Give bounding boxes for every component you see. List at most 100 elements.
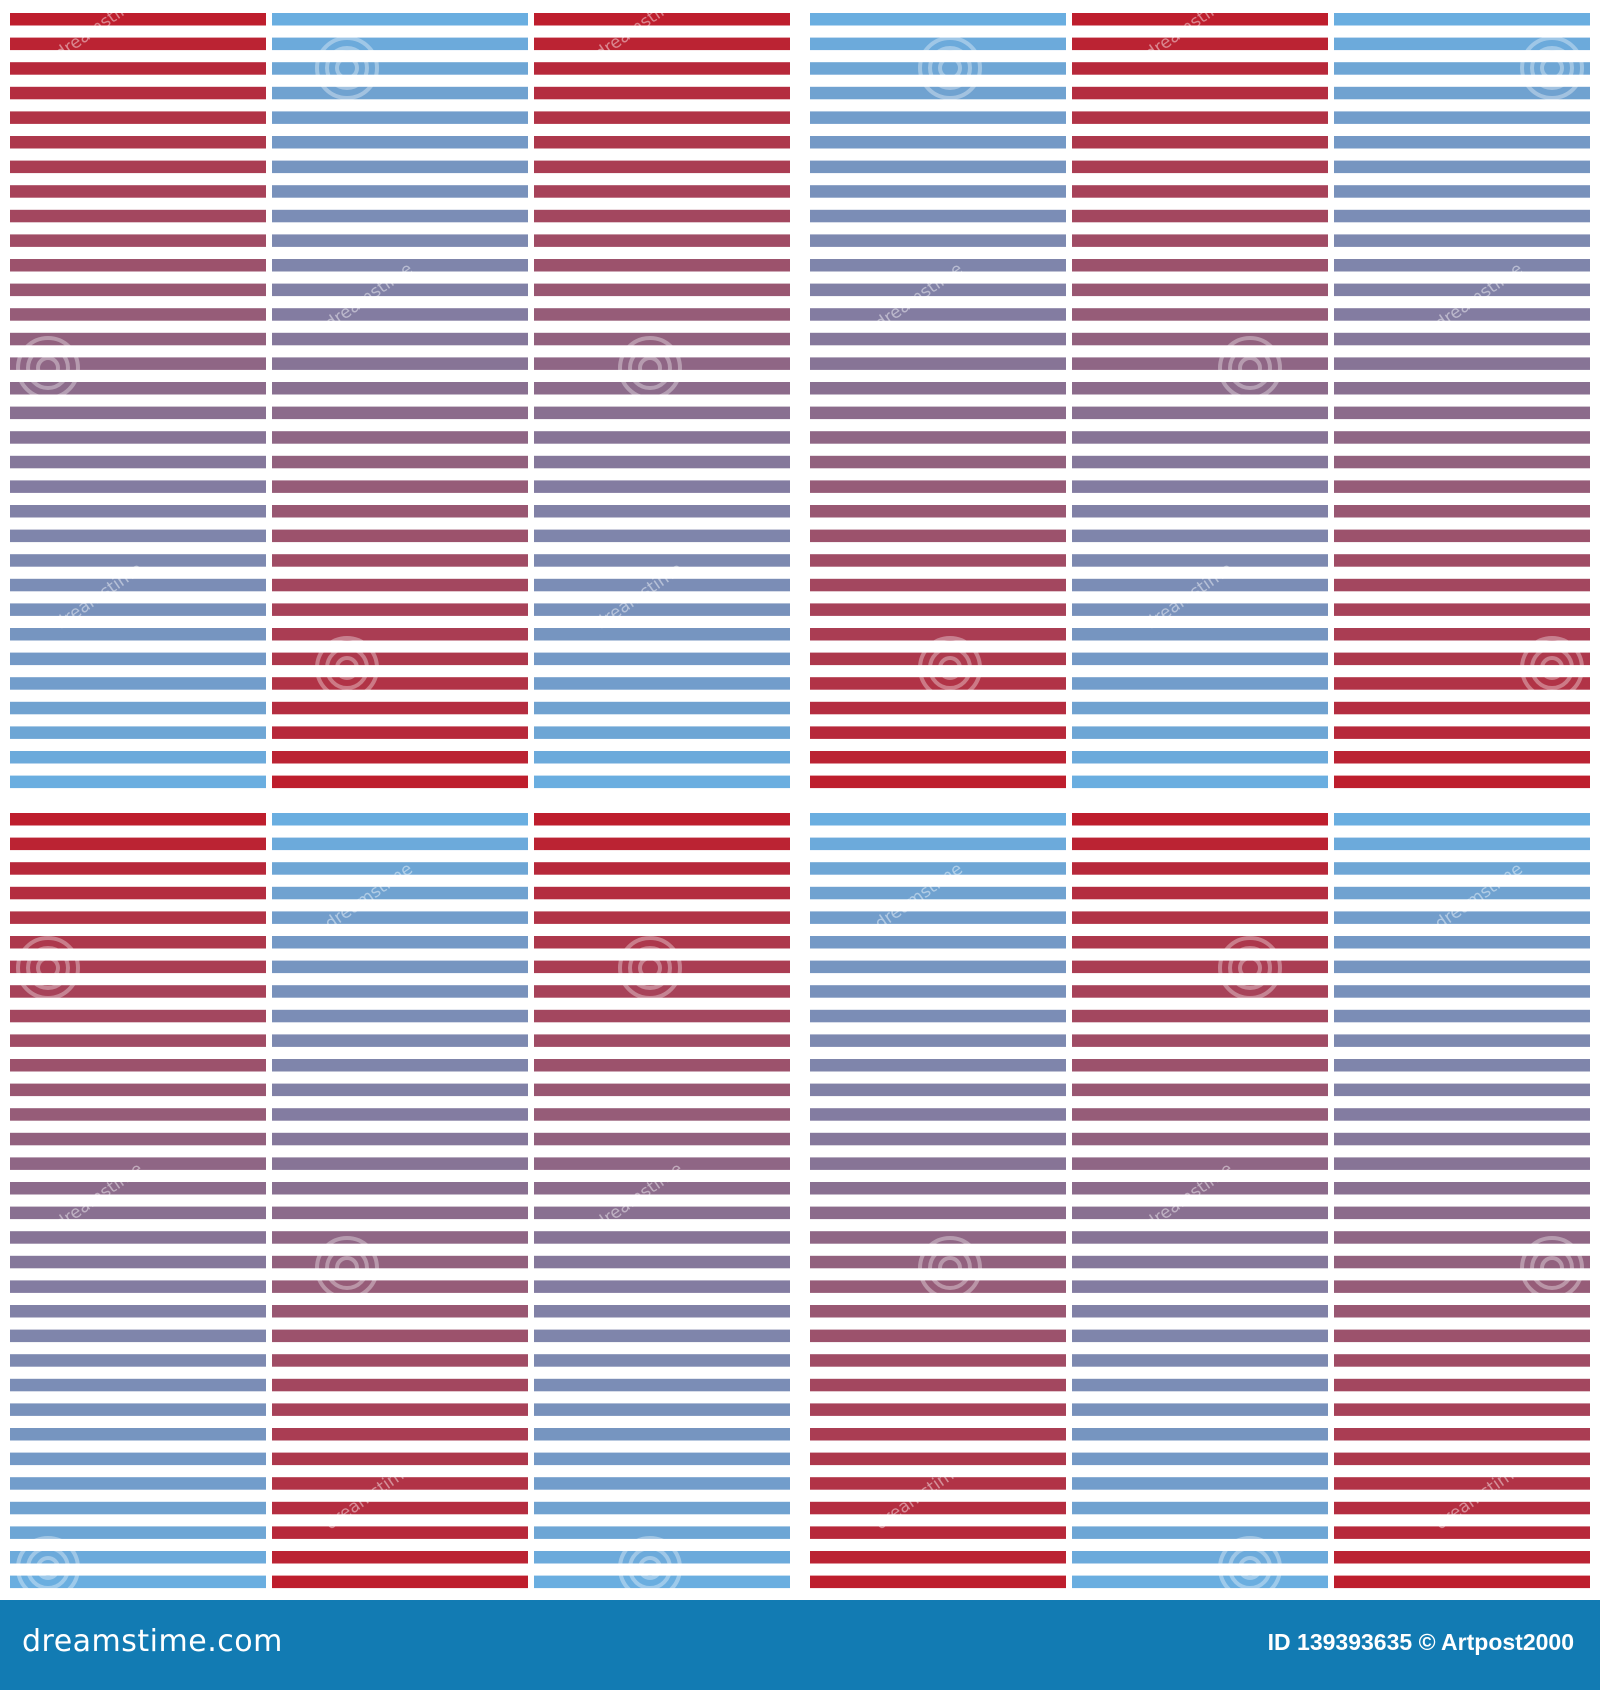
stripe xyxy=(534,936,790,949)
stripe xyxy=(1334,911,1590,924)
stripe xyxy=(810,1231,1066,1244)
stripe xyxy=(534,726,790,739)
stripe xyxy=(10,677,266,690)
stripe xyxy=(272,37,528,51)
stripe xyxy=(534,1501,790,1515)
stripe xyxy=(810,406,1066,420)
stripe xyxy=(272,86,528,100)
stripe xyxy=(810,936,1066,949)
stripe xyxy=(810,160,1066,174)
stripe xyxy=(534,86,790,100)
stripe xyxy=(272,1059,528,1072)
stripe xyxy=(272,185,528,198)
watermark-text: dreamstime xyxy=(1141,559,1236,634)
watermark-text: dreamstime xyxy=(1141,1159,1236,1234)
stripe xyxy=(1334,701,1590,715)
stripe xyxy=(1072,1452,1328,1466)
stripe xyxy=(272,1157,528,1170)
stripe xyxy=(534,652,790,666)
footer-brand: dreamstime.com xyxy=(22,1624,283,1659)
stripe xyxy=(1072,431,1328,444)
stripe xyxy=(1334,185,1590,198)
stripe xyxy=(1334,1551,1590,1564)
stripe xyxy=(1334,1255,1590,1269)
stripe xyxy=(1072,382,1328,395)
stripe xyxy=(534,837,790,851)
stripe xyxy=(534,1255,790,1269)
stripe xyxy=(810,259,1066,272)
stripe xyxy=(534,813,790,826)
stripe xyxy=(810,431,1066,444)
stripe xyxy=(1072,1009,1328,1023)
stripe xyxy=(534,160,790,174)
stripe xyxy=(10,936,266,949)
stripe xyxy=(10,652,266,666)
stripe xyxy=(810,308,1066,321)
stripe xyxy=(534,1182,790,1195)
stripe xyxy=(1334,86,1590,100)
stripe xyxy=(1072,677,1328,690)
stripe xyxy=(272,529,528,543)
stripe xyxy=(1072,185,1328,198)
stripe xyxy=(534,677,790,690)
watermark-text: dreamstime xyxy=(321,1459,416,1534)
watermark-text: dreamstime xyxy=(1431,1459,1526,1534)
stripe xyxy=(534,406,790,420)
stripe xyxy=(10,13,266,26)
stripe xyxy=(1072,406,1328,420)
stripe xyxy=(534,603,790,616)
stripe xyxy=(272,652,528,666)
stripe xyxy=(1072,985,1328,998)
stripe xyxy=(10,726,266,739)
stripe xyxy=(810,960,1066,974)
stripe xyxy=(10,1206,266,1220)
stripe xyxy=(810,751,1066,764)
stripe xyxy=(1334,603,1590,616)
dreamstime-swirl-icon xyxy=(918,1236,982,1300)
stripe xyxy=(1072,332,1328,346)
stripe xyxy=(534,480,790,493)
stripe xyxy=(10,1403,266,1416)
stripe xyxy=(272,13,528,26)
stripe xyxy=(534,1477,790,1490)
stripe xyxy=(10,480,266,493)
stripe xyxy=(810,1378,1066,1392)
stripe xyxy=(272,1403,528,1416)
stripe xyxy=(1334,209,1590,223)
stripe xyxy=(810,382,1066,395)
stripe xyxy=(810,1206,1066,1220)
stripe xyxy=(272,357,528,370)
stripe xyxy=(1334,1575,1590,1589)
stripe xyxy=(810,234,1066,247)
stripe xyxy=(1072,1305,1328,1318)
stripe xyxy=(10,382,266,395)
stripe xyxy=(1072,1428,1328,1441)
stripe xyxy=(810,37,1066,51)
stripe xyxy=(1072,1255,1328,1269)
stripe xyxy=(1334,357,1590,370)
dreamstime-swirl-icon xyxy=(1520,36,1584,100)
watermark-text: dreamstime xyxy=(591,1159,686,1234)
stripe xyxy=(534,628,790,641)
stripe xyxy=(10,185,266,198)
stripe xyxy=(1334,862,1590,875)
stripe xyxy=(10,554,266,567)
stripe xyxy=(810,357,1066,370)
stripe xyxy=(10,628,266,641)
stripe xyxy=(1072,837,1328,851)
stripe xyxy=(1072,603,1328,616)
stripe xyxy=(1334,775,1590,789)
stripe xyxy=(534,1108,790,1121)
stripe xyxy=(810,1551,1066,1564)
stripe xyxy=(810,1428,1066,1441)
stripe xyxy=(10,283,266,297)
stripe xyxy=(1072,1477,1328,1490)
stripe xyxy=(1072,480,1328,493)
stripe xyxy=(272,1378,528,1392)
watermark-text: dreamstime xyxy=(591,0,686,64)
stripe xyxy=(272,160,528,174)
stripe xyxy=(1334,1329,1590,1343)
stripe xyxy=(272,1305,528,1318)
stripe xyxy=(1334,1378,1590,1392)
stripe xyxy=(810,283,1066,297)
